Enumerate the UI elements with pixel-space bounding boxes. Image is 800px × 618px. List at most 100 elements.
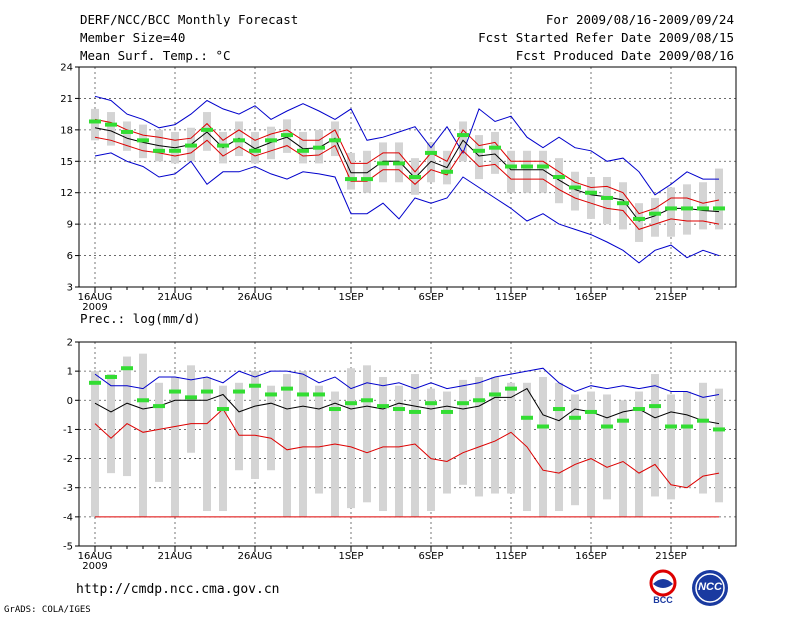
box-bar — [491, 131, 499, 174]
median-marker — [617, 418, 629, 423]
member-size: Member Size=40 — [80, 30, 186, 45]
box-bar — [699, 382, 707, 494]
median-marker — [537, 424, 549, 429]
series-line-min_red — [94, 408, 720, 489]
median-marker — [505, 386, 517, 391]
box-bar — [171, 376, 179, 517]
box-bar — [443, 391, 451, 494]
median-marker — [489, 392, 501, 397]
box-bar — [91, 371, 99, 517]
forecast-produced: Fcst Produced Date 2009/08/16 — [515, 48, 734, 63]
median-marker — [329, 407, 341, 412]
median-marker — [633, 216, 645, 221]
box-bar — [475, 135, 483, 180]
box-bar — [475, 376, 483, 497]
median-marker — [505, 164, 517, 169]
box-bar — [651, 197, 659, 237]
median-marker — [233, 389, 245, 394]
median-marker — [233, 138, 245, 143]
box-bar — [411, 374, 419, 517]
y-tick-label: 18 — [60, 125, 73, 136]
median-marker — [185, 395, 197, 400]
panel-temperature: 3 6 9 12 15 18 21 24 16AUG 21AUG 26AUG 1SEP 6SEP 11SE… — [60, 63, 737, 313]
box-bar — [267, 385, 275, 471]
box-bar — [123, 121, 131, 151]
y-tick-label: 0 — [67, 396, 73, 407]
median-marker — [313, 145, 325, 150]
series-line-mean — [94, 127, 720, 222]
median-marker — [89, 380, 101, 385]
box-bar — [283, 374, 291, 517]
median-marker — [185, 143, 197, 148]
median-marker — [377, 161, 389, 166]
y-tick-label: 21 — [60, 94, 73, 105]
median-marker — [713, 427, 725, 432]
y-tick-label: -3 — [63, 483, 73, 494]
box-bar — [667, 394, 675, 500]
median-marker — [313, 392, 325, 397]
box-bar — [251, 371, 259, 479]
grads-credit: GrADS: COLA/IGES — [4, 605, 91, 615]
box-bar — [91, 108, 99, 141]
median-marker — [409, 175, 421, 179]
x-tick-label: 21SEP — [655, 292, 686, 303]
median-marker — [393, 407, 405, 412]
series-line-lower — [94, 136, 720, 230]
forecast-period: For 2009/08/16-2009/09/24 — [545, 12, 734, 27]
y-tick-label: -2 — [63, 454, 73, 465]
median-marker — [153, 404, 165, 409]
median-marker — [681, 424, 693, 429]
x-tick-label: 1SEP — [338, 292, 363, 303]
median-marker — [361, 398, 373, 403]
box-bar — [331, 391, 339, 517]
median-marker — [473, 398, 485, 403]
ncc-logo-text: NCC — [698, 581, 722, 593]
median-marker — [649, 211, 661, 216]
box-bar — [635, 391, 643, 517]
plot-frame — [78, 66, 737, 288]
x-tick-label: 6SEP — [418, 292, 443, 303]
box-bar — [491, 376, 499, 494]
median-marker — [297, 392, 309, 397]
variable-label: Mean Surf. Temp.: °C — [80, 48, 231, 63]
box-bar — [619, 182, 627, 230]
median-marker — [601, 195, 613, 200]
box-bar — [427, 388, 435, 512]
box-bar — [379, 376, 387, 512]
median-marker — [265, 392, 277, 397]
median-marker — [681, 206, 693, 211]
x-tick-label: 21SEP — [655, 551, 686, 562]
bcc-logo-text: BCC — [653, 595, 673, 605]
x-year-label: 2009 — [82, 302, 107, 313]
median-marker — [377, 404, 389, 409]
median-marker — [649, 404, 661, 409]
box-bar — [715, 168, 723, 230]
median-marker — [201, 389, 213, 394]
median-marker — [137, 138, 149, 143]
median-marker — [281, 386, 293, 391]
median-marker — [105, 374, 117, 379]
x-tick-label: 11SEP — [495, 551, 526, 562]
median-marker — [569, 415, 581, 420]
box-bar — [635, 203, 643, 242]
y-tick-label: 15 — [60, 157, 73, 168]
median-marker — [297, 148, 309, 153]
median-marker — [665, 424, 677, 429]
median-marker — [441, 169, 453, 174]
box-bar — [347, 152, 355, 190]
source-url[interactable]: http://cmdp.ncc.cma.gov.cn — [76, 582, 280, 597]
median-marker — [553, 407, 565, 412]
median-marker — [457, 133, 469, 138]
median-marker — [585, 409, 597, 414]
y-tick-label: 6 — [67, 251, 73, 262]
box-bar — [107, 374, 115, 474]
y-tick-label: -5 — [63, 542, 73, 553]
series-line-max — [94, 367, 720, 398]
box-bar — [603, 394, 611, 500]
median-marker — [121, 129, 133, 134]
box-bar — [299, 131, 307, 164]
series-line-min — [94, 152, 720, 264]
ncc-logo: NCC — [688, 568, 732, 608]
bcc-logo: BCC — [641, 568, 685, 606]
